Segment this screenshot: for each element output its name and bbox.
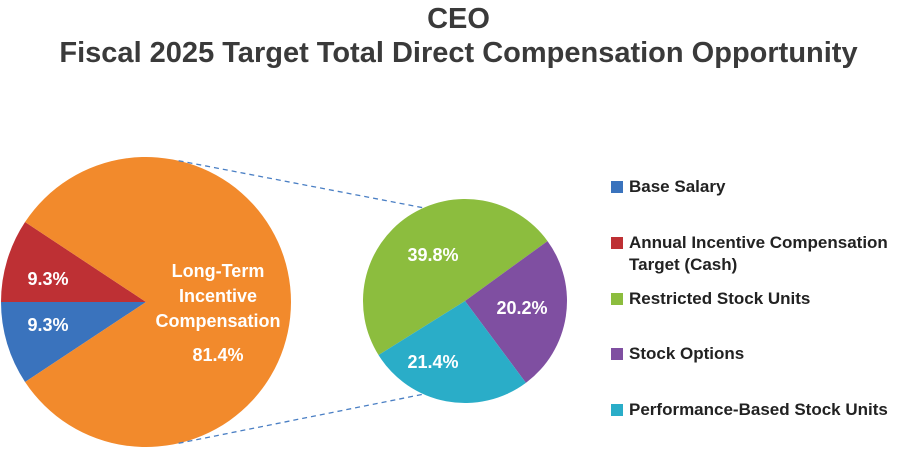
connector-line-top: [178, 160, 424, 209]
legend-swatch-rsu: [611, 293, 623, 305]
legend-label-base-salary: Base Salary: [629, 177, 726, 196]
legend-item-base-salary: Base Salary: [611, 176, 917, 198]
legend-swatch-psu: [611, 404, 623, 416]
label-stock-options-value: 20.2%: [496, 298, 547, 318]
slice-long-term: [25, 156, 292, 447]
label-long-term-line-2: Incentive: [179, 286, 257, 306]
legend-swatch-stock-options: [611, 348, 623, 360]
label-annual-incentive-value: 9.3%: [27, 269, 68, 289]
slice-psu: [378, 301, 526, 403]
slice-annual-incentive: [1, 222, 146, 302]
label-long-term-line-1: Long-Term: [172, 261, 265, 281]
label-long-term-line-3: Compensation: [155, 311, 280, 331]
legend-label-psu: Performance-Based Stock Units: [629, 400, 888, 419]
slice-stock-options: [465, 241, 568, 383]
chart-title: CEO: [427, 3, 490, 35]
legend-label-rsu: Restricted Stock Units: [629, 289, 811, 308]
slice-rsu: [362, 198, 548, 356]
label-rsu-value: 39.8%: [407, 245, 458, 265]
legend-item-annual-incentive: Annual Incentive Compensation Target (Ca…: [611, 232, 917, 276]
legend-item-stock-options: Stock Options: [611, 343, 917, 365]
legend: Base Salary Annual Incentive Compensatio…: [611, 0, 917, 456]
slice-base-salary: [1, 302, 146, 382]
legend-swatch-base-salary: [611, 181, 623, 193]
chart-subtitle: Fiscal 2025 Target Total Direct Compensa…: [59, 37, 858, 69]
label-base-salary-value: 9.3%: [27, 315, 68, 335]
label-long-term-value: 81.4%: [192, 345, 243, 365]
legend-item-rsu: Restricted Stock Units: [611, 288, 917, 310]
chart-title-block: CEO Fiscal 2025 Target Total Direct Comp…: [0, 2, 917, 70]
legend-swatch-annual-incentive: [611, 237, 623, 249]
legend-label-annual-incentive: Annual Incentive Compensation Target (Ca…: [629, 233, 888, 274]
legend-label-stock-options: Stock Options: [629, 344, 745, 363]
label-psu-value: 21.4%: [407, 352, 458, 372]
legend-item-psu: Performance-Based Stock Units: [611, 399, 917, 421]
connector-line-bottom: [178, 393, 424, 444]
